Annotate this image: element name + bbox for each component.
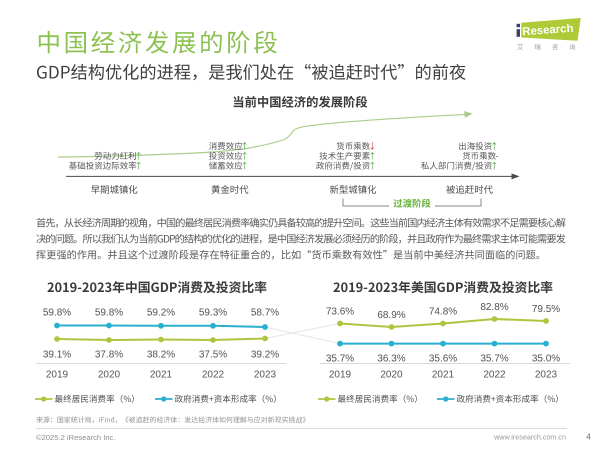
svg-text:2023: 2023 <box>535 370 558 381</box>
svg-text:36.3%: 36.3% <box>377 354 405 365</box>
svg-text:2019: 2019 <box>329 370 352 381</box>
svg-text:35.7%: 35.7% <box>480 354 508 365</box>
svg-text:2022: 2022 <box>202 370 225 381</box>
svg-text:2021: 2021 <box>432 370 455 381</box>
svg-text:35.6%: 35.6% <box>429 354 457 365</box>
svg-text:74.8%: 74.8% <box>429 307 457 318</box>
svg-text:35.0%: 35.0% <box>532 354 560 365</box>
svg-text:79.5%: 79.5% <box>532 304 560 315</box>
svg-text:2019: 2019 <box>46 370 69 381</box>
svg-text:59.8%: 59.8% <box>95 308 123 319</box>
svg-text:58.7%: 58.7% <box>251 308 279 319</box>
svg-text:68.9%: 68.9% <box>377 310 405 321</box>
svg-text:39.2%: 39.2% <box>251 350 279 361</box>
svg-text:2021: 2021 <box>150 370 173 381</box>
svg-text:2020: 2020 <box>380 370 403 381</box>
svg-text:www.iresearch.com.cn: www.iresearch.com.cn <box>493 433 566 442</box>
svg-text:2020: 2020 <box>98 370 121 381</box>
svg-text:82.8%: 82.8% <box>480 302 508 313</box>
svg-text:39.1%: 39.1% <box>43 350 71 361</box>
svg-text:37.5%: 37.5% <box>199 350 227 361</box>
svg-text:2022: 2022 <box>483 370 506 381</box>
svg-text:59.2%: 59.2% <box>147 308 175 319</box>
svg-text:38.2%: 38.2% <box>147 350 175 361</box>
svg-text:59.3%: 59.3% <box>199 308 227 319</box>
svg-text:©2025.2 iResearch Inc.: ©2025.2 iResearch Inc. <box>36 433 115 442</box>
svg-text:59.8%: 59.8% <box>43 308 71 319</box>
svg-text:Research: Research <box>522 23 574 39</box>
svg-text:35.7%: 35.7% <box>326 354 354 365</box>
svg-text:2023: 2023 <box>254 370 277 381</box>
svg-text:37.8%: 37.8% <box>95 350 123 361</box>
svg-text:4: 4 <box>586 433 591 442</box>
svg-text:73.6%: 73.6% <box>326 307 354 318</box>
